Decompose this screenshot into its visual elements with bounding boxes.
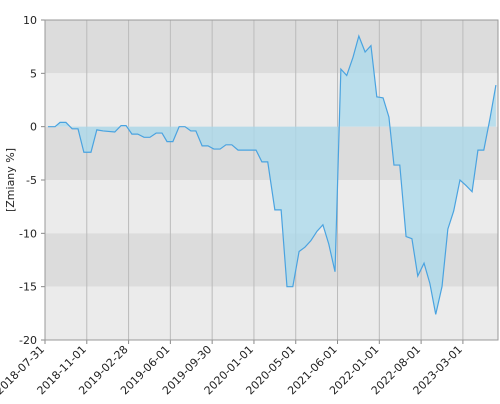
- plot-frame: [44, 19, 499, 341]
- y-tick-label: 10: [23, 14, 37, 27]
- line: [47, 34, 497, 315]
- y-tick-label: -5: [26, 174, 37, 187]
- grid-band: [45, 20, 498, 74]
- y-axis-label: [Zmiany %]: [4, 148, 17, 212]
- grid-band: [45, 73, 498, 127]
- y-tick-label: -10: [19, 227, 37, 240]
- y-tick-label: -20: [19, 334, 37, 347]
- y-tick-label: 0: [30, 121, 37, 134]
- y-tick-label: -15: [19, 281, 37, 294]
- y-tick-label: 5: [30, 67, 37, 80]
- area: [47, 36, 496, 315]
- grid-band: [45, 286, 498, 340]
